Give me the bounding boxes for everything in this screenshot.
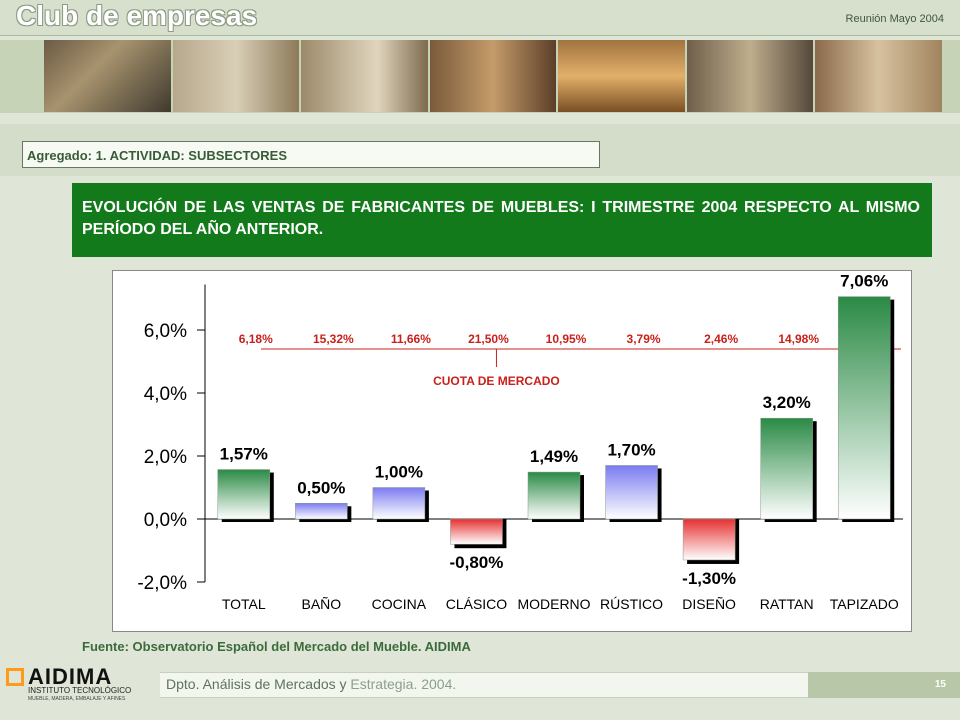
page-title: Club de empresas [16, 0, 258, 31]
photo-kitchen [686, 40, 814, 112]
x-tick-label: MODERNO [517, 596, 590, 612]
data-label: -0,80% [450, 553, 504, 572]
logo-mark-icon [6, 668, 24, 686]
y-tick-label: -2,0% [137, 573, 187, 594]
photo-room [172, 40, 300, 112]
section-label: Agregado: 1. ACTIVIDAD: SUBSECTORES [22, 141, 600, 168]
bar-chart: 6,0% 4,0% 2,0% 0,0% -2,0% 1,57% TOTAL 0,50% BAÑO… [137, 272, 903, 612]
data-label: 7,06% [840, 272, 888, 291]
page-number-box [808, 672, 960, 698]
chart-panel: 6,0% 4,0% 2,0% 0,0% -2,0% 1,57% TOTAL 0,50% BAÑO… [112, 270, 912, 632]
photo-wood [558, 40, 685, 112]
market-share-value: 3,79% [627, 332, 661, 346]
data-label: 1,70% [607, 440, 655, 459]
bar [605, 465, 658, 520]
data-label: 3,20% [763, 393, 811, 412]
bar [527, 471, 581, 520]
x-tick-label: DISEÑO [682, 596, 736, 612]
x-tick-label: RÚSTICO [600, 596, 663, 612]
market-share-value: 2,46% [704, 332, 738, 346]
x-tick-label: COCINA [372, 596, 427, 612]
logo-subtitle: INSTITUTO TECNOLÓGICO [28, 686, 132, 695]
photo-chair [44, 40, 171, 112]
y-tick-label: 6,0% [144, 321, 187, 342]
x-tick-label: BAÑO [301, 596, 341, 612]
bar [450, 518, 503, 545]
market-share-value: 21,50% [468, 332, 509, 346]
department-main: Dpto. Análisis de Mercados y [166, 676, 351, 692]
x-tick-label: CLÁSICO [446, 596, 508, 612]
y-tick-label: 2,0% [144, 447, 187, 468]
market-share-value: 11,66% [391, 332, 431, 346]
data-label: 0,50% [297, 478, 345, 497]
y-tick-label: 4,0% [144, 384, 187, 405]
y-tick-label: 0,0% [144, 510, 187, 531]
logo-tagline: MUEBLE, MADERA, EMBALAJE Y AFINES [28, 696, 126, 702]
department-label: Dpto. Análisis de Mercados y Estrategia.… [166, 676, 456, 692]
bar [682, 518, 736, 561]
bar [372, 487, 426, 520]
data-label: 1,49% [530, 447, 578, 466]
aidima-logo: AIDIMA INSTITUTO TECNOLÓGICO MUEBLE, MAD… [6, 664, 146, 706]
logo-name: AIDIMA [28, 664, 113, 689]
data-label: 1,57% [220, 445, 268, 464]
x-tick-label: TOTAL [222, 596, 266, 612]
photo-interior [301, 40, 428, 112]
bar [295, 503, 348, 520]
market-share-value: 15,32% [313, 332, 354, 346]
data-label: -1,30% [682, 569, 736, 588]
meeting-date: Reunión Mayo 2004 [845, 13, 944, 25]
source-note: Fuente: Observatorio Español del Mercado… [82, 639, 471, 654]
department-strategy: Estrategia. 2004. [350, 676, 457, 692]
x-tick-label: TAPIZADO [830, 596, 899, 612]
page-number: 15 [934, 679, 946, 690]
market-share-label: CUOTA DE MERCADO [433, 374, 560, 388]
bar [837, 296, 891, 520]
photo-shelves [429, 40, 557, 112]
market-share-value: 10,95% [546, 332, 587, 346]
x-tick-label: RATTAN [760, 596, 814, 612]
separator [0, 112, 960, 124]
footer-band [160, 672, 808, 698]
headline: EVOLUCIÓN DE LAS VENTAS DE FABRICANTES D… [72, 183, 932, 257]
data-label: 1,00% [375, 463, 423, 482]
top-bar [0, 0, 960, 36]
photo-office [815, 40, 943, 112]
bar [760, 417, 813, 520]
market-share-value: 6,18% [239, 332, 273, 346]
bar [217, 469, 271, 520]
banner-photo-strip [44, 40, 944, 112]
market-share-value: 14,98% [778, 332, 819, 346]
